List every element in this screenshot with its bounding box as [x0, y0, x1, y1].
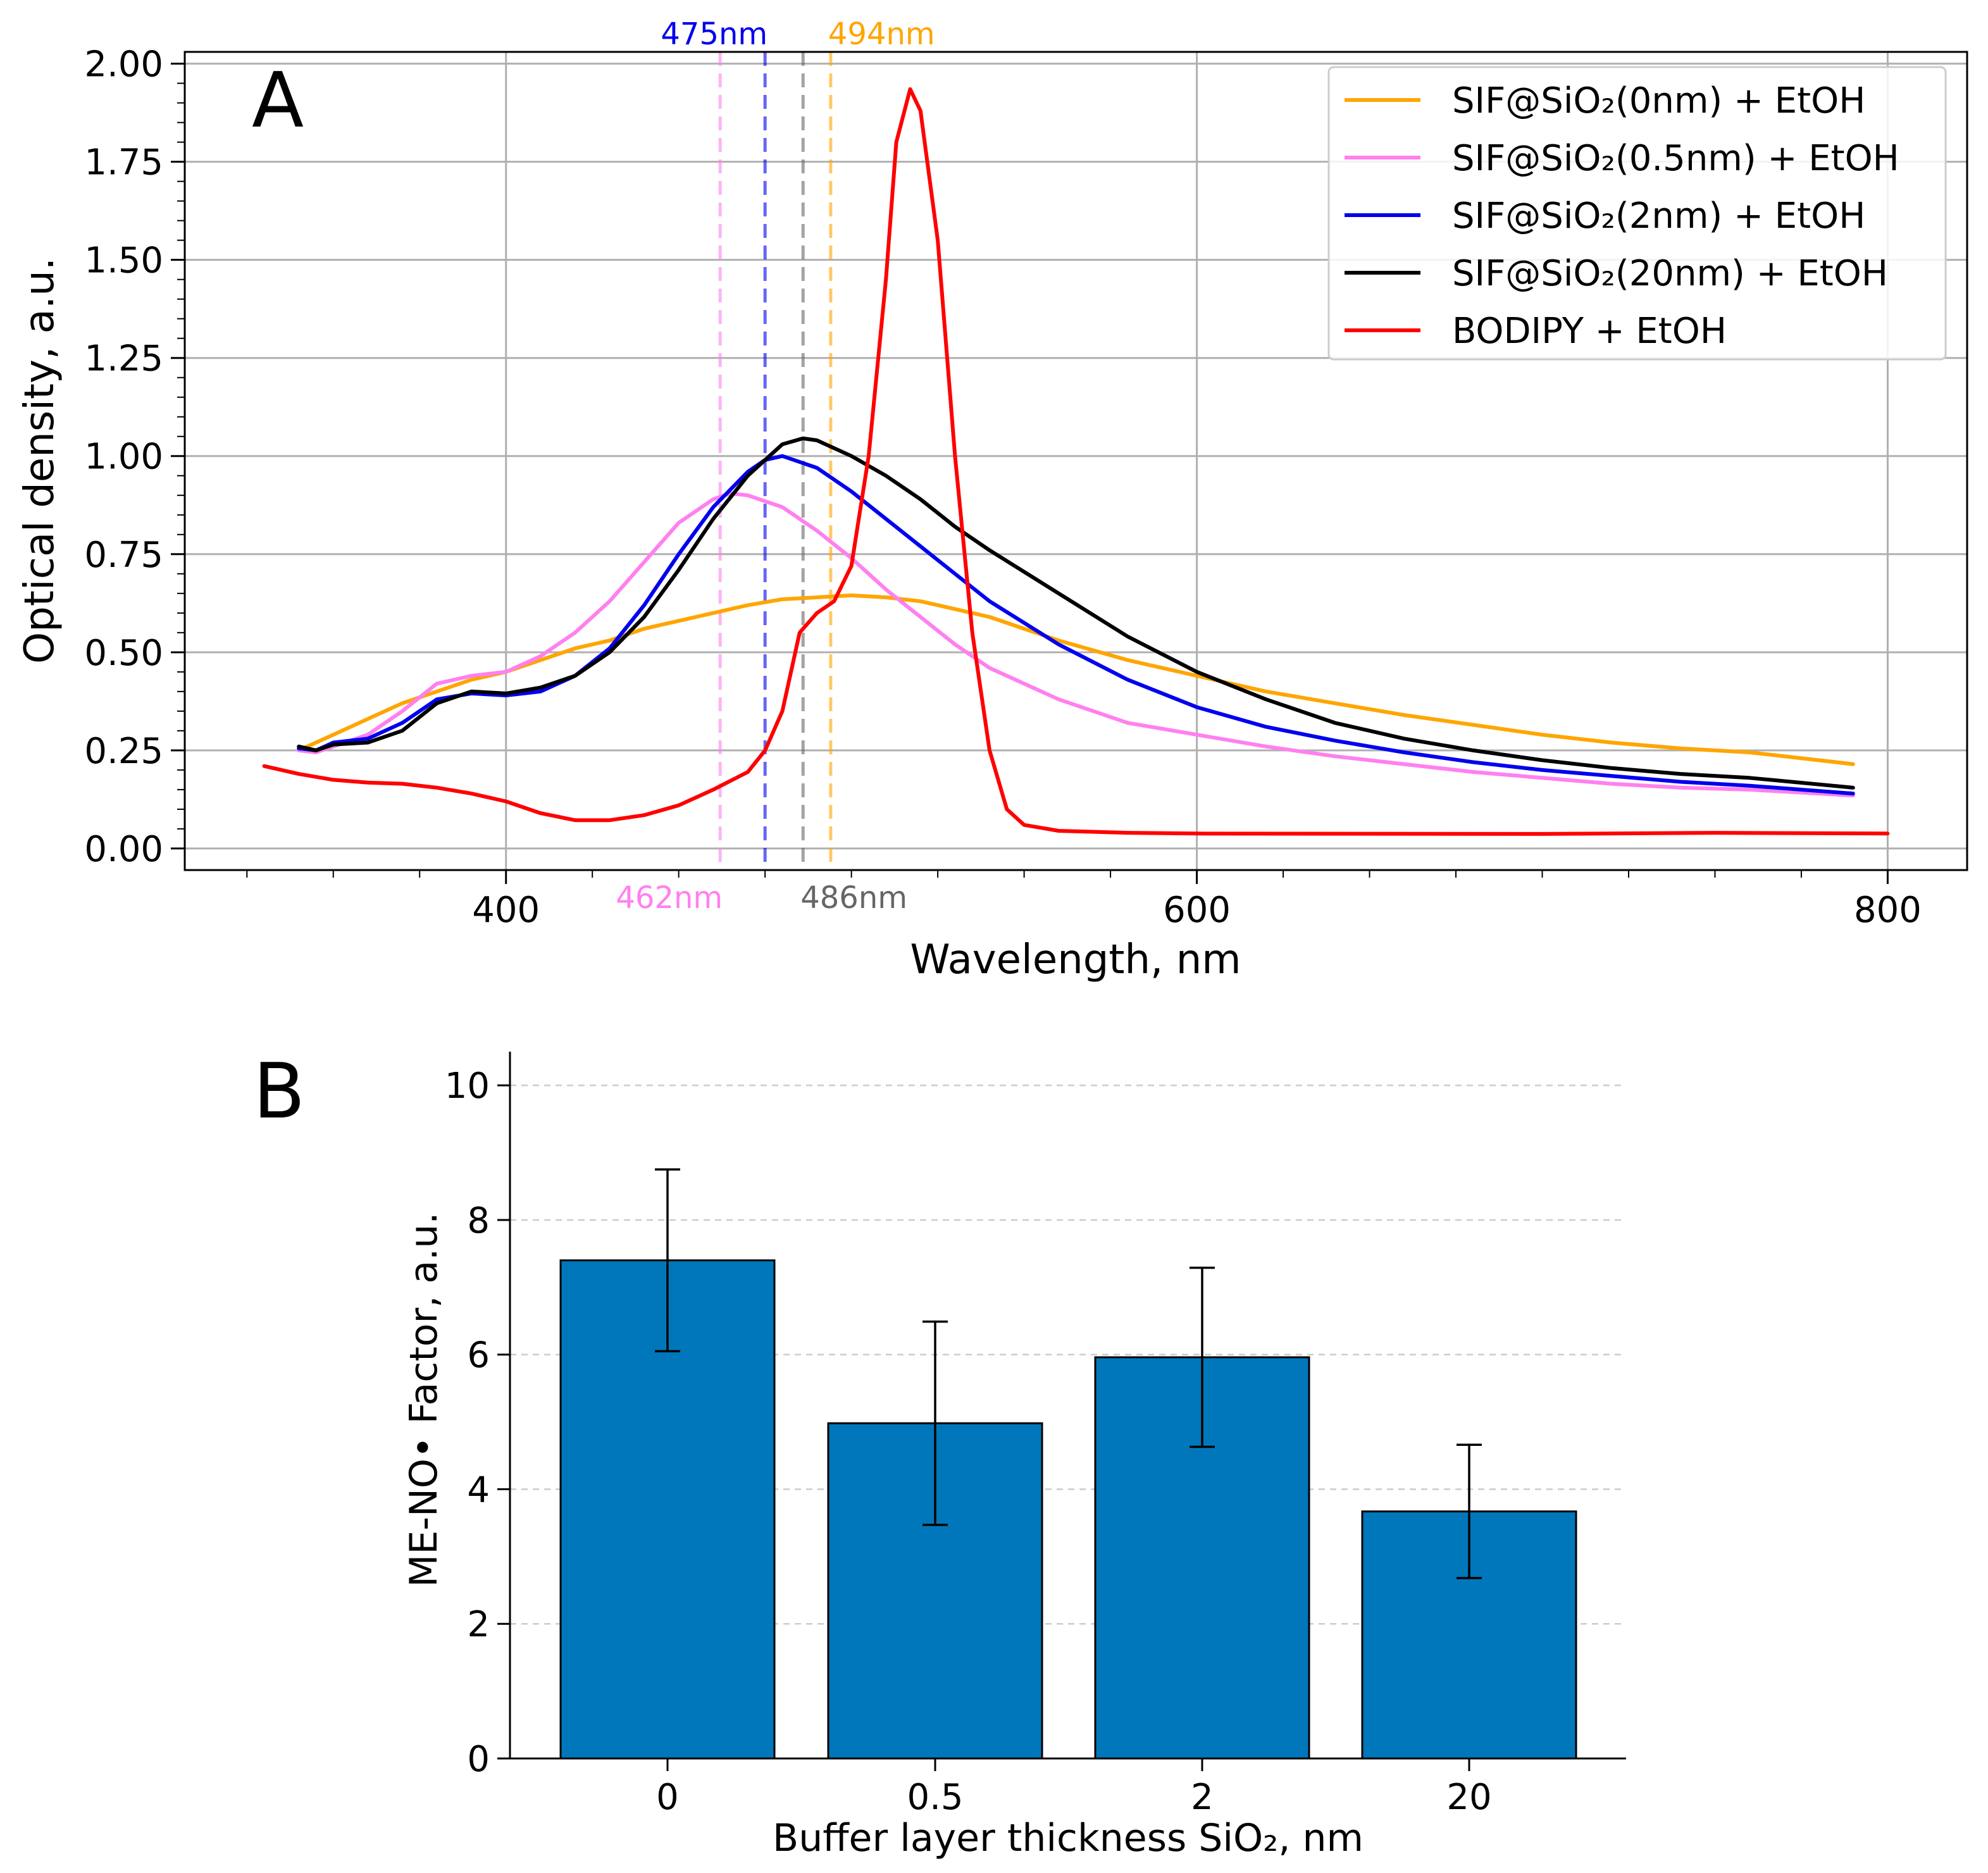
panel-a-y-ticks: 0.00 0.25 0.50 0.75 1.00 1.25 1.50 1.75 2.00	[84, 44, 185, 870]
series-line-0	[297, 593, 1855, 766]
y-tick-label: 1.50	[84, 240, 163, 282]
panel-a-y-axis-label: Optical density, a.u.	[16, 258, 63, 664]
y-tick-label: 0	[467, 1739, 490, 1780]
x-tick-label: 20	[1446, 1777, 1491, 1818]
panel-b-error-bars	[655, 1168, 1482, 1579]
peak-label: 462nm	[616, 880, 723, 916]
y-tick-label: 4	[467, 1469, 490, 1510]
y-tick-label: 0.75	[84, 535, 163, 576]
legend-entry: SIF@SiO₂(0.5nm) + EtOH	[1452, 138, 1899, 179]
x-tick-label: 0.5	[907, 1777, 963, 1818]
peak-label: 494nm	[828, 16, 935, 52]
x-tick-label: 2	[1191, 1777, 1214, 1818]
panel-a-line-chart: 400 600 800 0.00 0.25 0.50 0.75 1.00 1.25 1.50 1.…	[16, 16, 1968, 983]
series-line-4	[262, 87, 1890, 836]
y-tick-label: 0.25	[84, 731, 163, 772]
peak-label: 486nm	[800, 880, 907, 916]
legend-frame	[1327, 66, 1947, 361]
series-line-3	[297, 436, 1855, 790]
series-line-1	[297, 491, 1855, 798]
panel-b-bars	[559, 1259, 1577, 1760]
panel-b-x-axis-label: Buffer layer thickness SiO₂, nm	[773, 1816, 1364, 1860]
legend-entry: SIF@SiO₂(0nm) + EtOH	[1452, 80, 1865, 121]
x-tick-label: 400	[472, 890, 540, 931]
panel-a-x-axis-label: Wavelength, nm	[910, 936, 1241, 983]
panel-b-y-ticks: 0 2 4 6 8 10	[445, 1066, 510, 1780]
x-tick-label: 0	[656, 1777, 679, 1818]
x-tick-label: 800	[1854, 890, 1922, 931]
y-tick-label: 1.00	[84, 437, 163, 478]
panel-a-legend: SIF@SiO₂(0nm) + EtOH SIF@SiO₂(0.5nm) + Et…	[1327, 66, 1947, 361]
y-tick-label: 2	[467, 1604, 490, 1645]
legend-entry: SIF@SiO₂(20nm) + EtOH	[1452, 253, 1888, 294]
legend-entry: SIF@SiO₂(2nm) + EtOH	[1452, 196, 1865, 237]
y-tick-label: 0.50	[84, 633, 163, 674]
panel-a-peak-labels: 462nm 475nm 486nm 494nm	[616, 16, 935, 916]
y-tick-label: 10	[445, 1066, 490, 1107]
panel-b-y-axis-label: ME-NO• Factor, a.u.	[402, 1212, 446, 1588]
legend-entry: BODIPY + EtOH	[1452, 311, 1727, 352]
y-tick-label: 1.75	[84, 142, 163, 184]
y-tick-label: 6	[467, 1335, 490, 1376]
panel-a-x-ticks: 400 600 800	[246, 870, 1922, 931]
y-tick-label: 8	[467, 1200, 490, 1241]
panel-b-label: B	[253, 1048, 305, 1136]
y-tick-label: 2.00	[84, 44, 163, 85]
x-tick-label: 600	[1163, 890, 1231, 931]
panel-a-frame	[183, 51, 1968, 871]
y-tick-label: 0.00	[84, 829, 163, 870]
peak-label: 475nm	[661, 16, 767, 52]
panel-b-bar-chart: 0 0.5 2 20 0 2 4 6 8 10 B Buffer layer thickness…	[253, 1048, 1626, 1860]
panel-a-series	[262, 87, 1890, 836]
panel-a-label: A	[252, 57, 304, 145]
panel-b-x-ticks: 0 0.5 2 20	[656, 1758, 1492, 1818]
y-tick-label: 1.25	[84, 339, 163, 380]
